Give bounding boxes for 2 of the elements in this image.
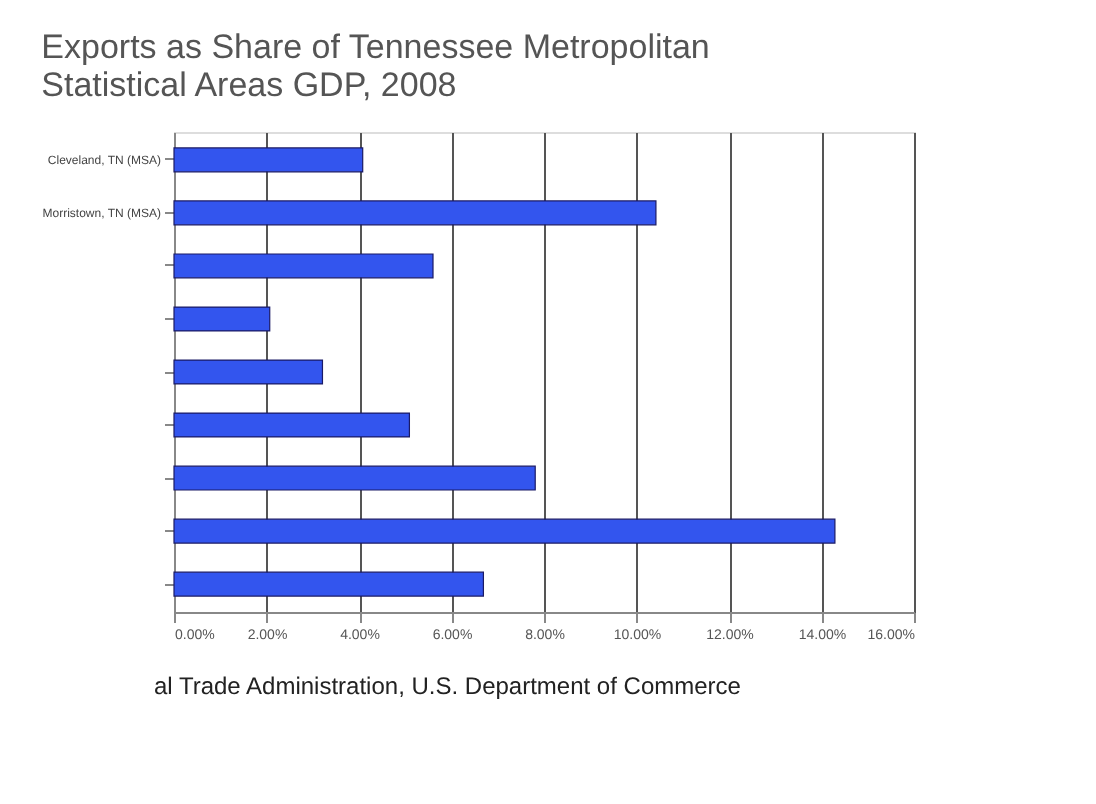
text: al Trade Administration, U.S. Department of Commerce: [154, 672, 742, 700]
chart-title: Exports as Share of Tennessee Metropolitan Statistical Areas GDP, 2008: [41, 28, 710, 104]
